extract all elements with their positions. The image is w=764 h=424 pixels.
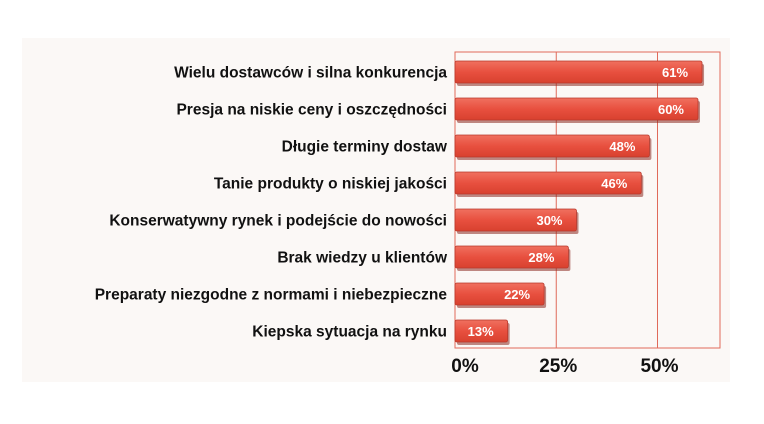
- value-label: 61%: [662, 65, 688, 80]
- x-tick-label: 25%: [539, 356, 577, 377]
- category-label: Wielu dostawców i silna konkurencja: [174, 65, 447, 82]
- value-label: 60%: [658, 102, 684, 117]
- bar: [454, 319, 509, 343]
- category-label: Długie terminy dostaw: [282, 139, 448, 156]
- bar: [454, 245, 569, 269]
- x-tick-label: 0%: [451, 356, 479, 377]
- bar: [454, 134, 650, 158]
- category-label: Brak wiedzy u klientów: [277, 250, 448, 267]
- chart-background: [22, 38, 730, 382]
- value-label: 22%: [504, 287, 530, 302]
- value-label: 30%: [536, 213, 562, 228]
- value-label: 13%: [468, 324, 494, 339]
- category-label: Kiepska sytuacja na rynku: [252, 324, 447, 341]
- category-label: Konserwatywny rynek i podejście do nowoś…: [109, 213, 447, 230]
- plot-area-frame: [454, 51, 721, 349]
- value-label: 28%: [528, 250, 554, 265]
- bar: [454, 208, 577, 232]
- bar: [454, 60, 703, 84]
- bar: [454, 282, 545, 306]
- bar: [454, 97, 699, 121]
- category-label: Tanie produkty o niskiej jakości: [214, 176, 447, 193]
- x-tick-label: 50%: [640, 356, 678, 377]
- value-label: 46%: [601, 176, 627, 191]
- bar: [454, 171, 642, 195]
- category-label: Preparaty niezgodne z normami i niebezpi…: [95, 287, 448, 304]
- value-label: 48%: [609, 139, 635, 154]
- category-label: Presja na niskie ceny i oszczędności: [176, 102, 447, 119]
